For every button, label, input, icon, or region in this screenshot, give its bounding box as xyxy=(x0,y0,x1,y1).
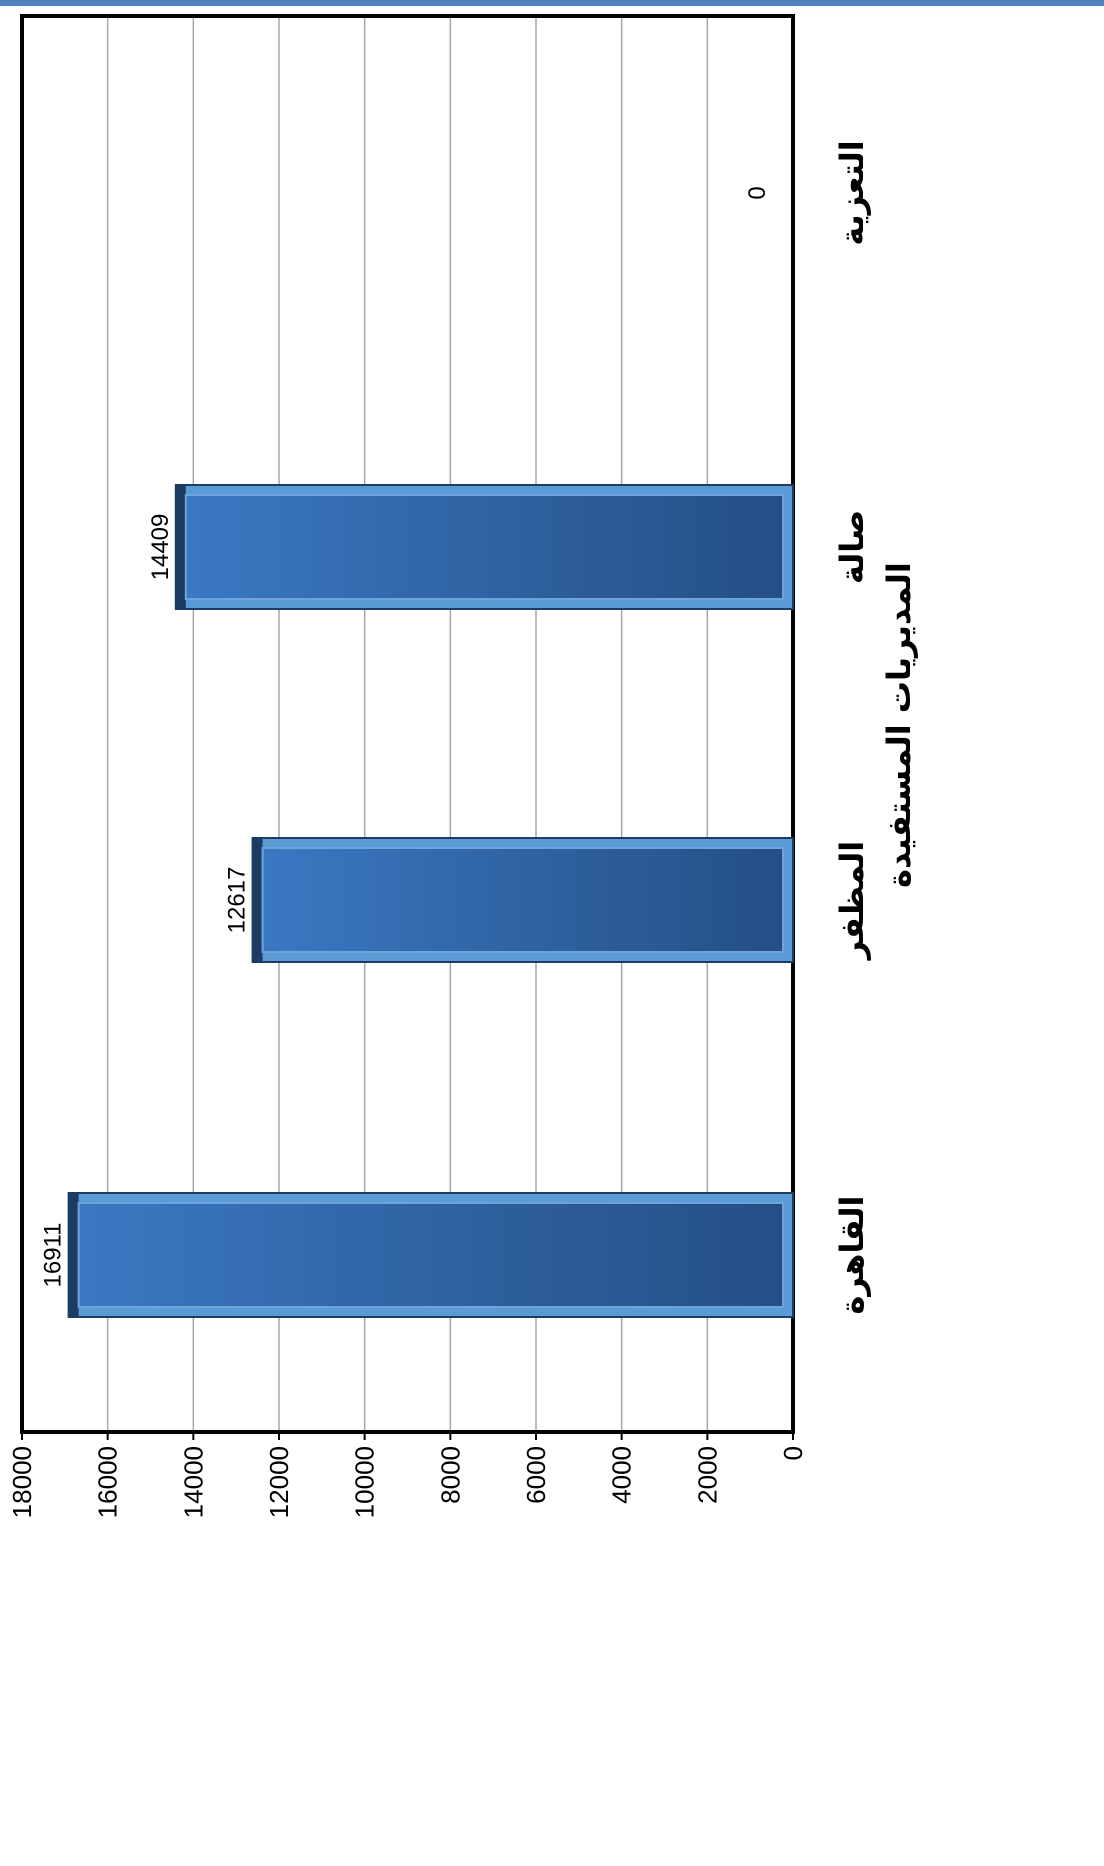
bar-bevel xyxy=(68,1193,79,1317)
bar-face xyxy=(261,847,784,953)
value-axis-tick-label: 6000 xyxy=(521,1446,551,1504)
value-axis-tick-label: 8000 xyxy=(435,1446,465,1504)
category-label: صالة xyxy=(833,510,871,584)
data-label: 0 xyxy=(744,186,771,199)
value-axis-tick-label: 18000 xyxy=(7,1446,37,1518)
top-rule xyxy=(0,0,1104,6)
data-label: 14409 xyxy=(147,514,174,581)
value-axis-tick-label: 14000 xyxy=(178,1446,208,1518)
bar-face xyxy=(184,494,784,600)
value-axis-tick-label: 0 xyxy=(778,1446,808,1460)
data-label: 16911 xyxy=(40,1223,67,1288)
category-label: التعزية xyxy=(833,140,871,245)
value-axis-tick-label: 2000 xyxy=(692,1446,722,1504)
value-axis-tick-label: 16000 xyxy=(93,1446,123,1518)
value-axis-tick-label: 12000 xyxy=(264,1446,294,1518)
category-label: المظفر xyxy=(833,841,871,962)
category-axis-title: المديريات المستفيدة xyxy=(880,562,918,888)
plot-border xyxy=(20,14,795,1434)
data-label: 12617 xyxy=(224,867,251,934)
bar-bevel xyxy=(175,485,186,609)
bar-bevel xyxy=(252,838,263,962)
value-axis-tick-label: 10000 xyxy=(350,1446,380,1518)
value-axis-tick-label: 4000 xyxy=(607,1446,637,1504)
category-label: القاهرة xyxy=(833,1195,871,1314)
bar-face xyxy=(77,1202,784,1308)
